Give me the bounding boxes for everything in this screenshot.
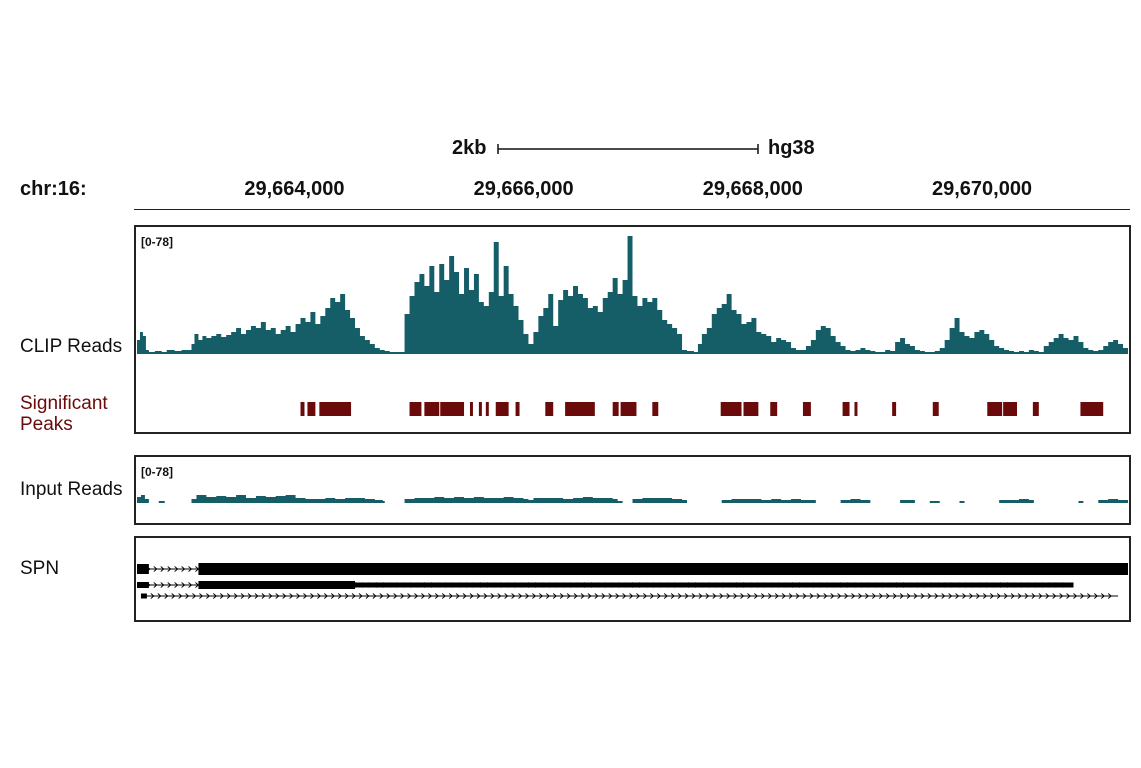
- clip-panel: [0-78]: [134, 225, 1131, 434]
- gene-track: [137, 563, 1128, 599]
- coordinate-label: 29,668,000: [702, 178, 803, 200]
- significant-peak: [515, 402, 520, 416]
- exon-utr: [137, 582, 149, 588]
- input-coverage: [137, 495, 1128, 503]
- significant-peak: [319, 402, 352, 416]
- significant-peak: [1003, 402, 1018, 416]
- clip-coverage: [137, 236, 1128, 354]
- significant-peak: [743, 402, 759, 416]
- input-reads-track: [137, 495, 1128, 503]
- significant-peak: [652, 402, 659, 416]
- significant-peaks-label-line1: Significant: [20, 393, 108, 414]
- significant-peak: [612, 402, 619, 416]
- input-panel: [0-78]: [134, 455, 1131, 525]
- input-range-label: [0-78]: [141, 465, 174, 479]
- gene-isoform: [140, 593, 1119, 599]
- exon-coding: [198, 581, 356, 589]
- clip-reads-track: [137, 236, 1128, 416]
- significant-peak: [469, 402, 473, 416]
- exon-coding: [198, 563, 1128, 575]
- coordinate-label: 29,670,000: [931, 178, 1033, 200]
- gene-isoform: [137, 581, 1074, 589]
- coordinate-label: 29,666,000: [473, 178, 574, 200]
- significant-peak: [987, 402, 1003, 416]
- clip-reads-label: CLIP Reads: [20, 336, 123, 357]
- exon-coding: [140, 593, 147, 599]
- significant-peak: [440, 402, 465, 416]
- significant-peak: [720, 402, 742, 416]
- input-reads-label: Input Reads: [20, 479, 123, 500]
- exon-utr: [137, 564, 149, 574]
- significant-peak: [1032, 402, 1039, 416]
- significant-peak: [409, 402, 422, 416]
- significant-peak: [495, 402, 509, 416]
- gene-label: SPN: [20, 558, 60, 579]
- significant-peak: [1080, 402, 1104, 416]
- significant-peak: [620, 402, 637, 416]
- gene-isoform: [137, 563, 1128, 575]
- genome-build-label: hg38: [768, 137, 815, 159]
- coordinate-label: 29,664,000: [244, 178, 345, 200]
- significant-peaks-label: Significant Peaks: [20, 393, 108, 435]
- significant-peak: [802, 402, 811, 416]
- exon-utr: [355, 582, 1074, 588]
- significant-peaks-label-line2: Peaks: [20, 414, 73, 435]
- significant-peak: [545, 402, 554, 416]
- significant-peak: [932, 402, 939, 416]
- significant-peak: [565, 402, 595, 416]
- significant-peak: [854, 402, 858, 416]
- significant-peak: [770, 402, 778, 416]
- chromosome-label: chr:16:: [20, 178, 87, 200]
- significant-peak: [478, 402, 482, 416]
- significant-peak: [424, 402, 440, 416]
- scale-bar-label: 2kb: [452, 137, 487, 159]
- gene-panel: [134, 536, 1131, 622]
- significant-peak: [300, 402, 305, 416]
- significant-peak: [307, 402, 316, 416]
- significant-peak: [485, 402, 489, 416]
- clip-range-label: [0-78]: [141, 235, 174, 249]
- significant-peak: [842, 402, 850, 416]
- ruler-line: [134, 209, 1130, 210]
- scale-bar: [497, 144, 759, 154]
- significant-peak: [892, 402, 897, 416]
